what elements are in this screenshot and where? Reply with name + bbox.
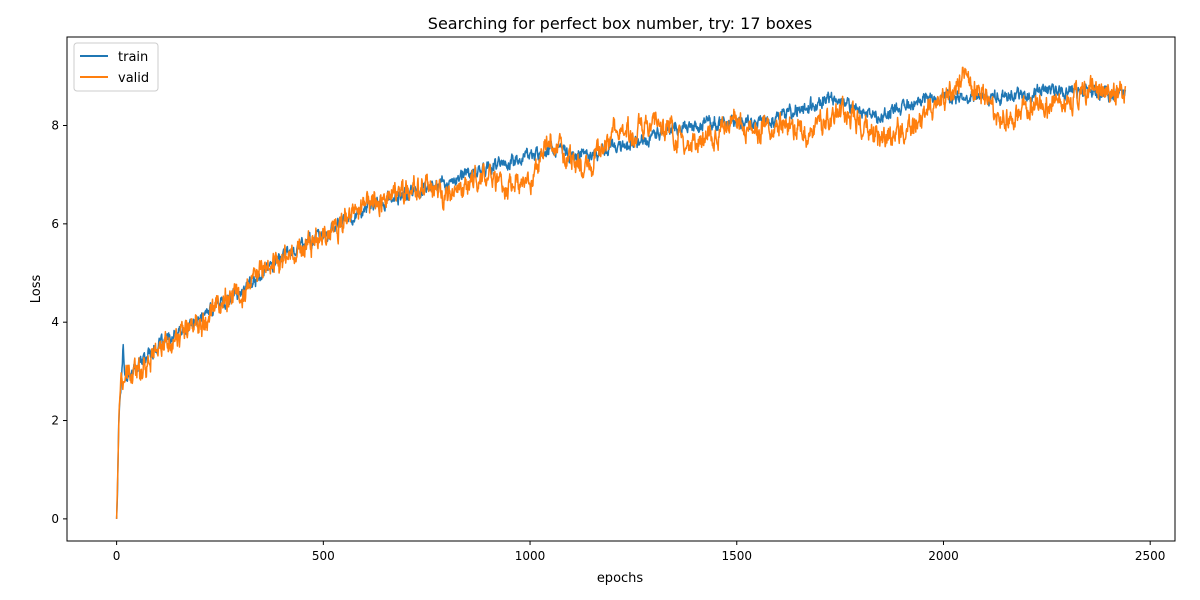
x-axis-ticks: 0 500 1000 1500 2000 2500	[113, 541, 1166, 563]
series-line-valid	[115, 66, 1127, 519]
x-tick-label: 2500	[1135, 549, 1166, 563]
y-tick-label: 2	[51, 414, 59, 428]
x-tick-label: 1000	[515, 549, 546, 563]
y-tick-label: 4	[51, 315, 59, 329]
x-tick-label: 1500	[721, 549, 752, 563]
legend-label-train: train	[118, 50, 148, 65]
y-tick-label: 8	[51, 119, 59, 133]
chart-title: Searching for perfect box number, try: 1…	[428, 14, 812, 33]
y-axis-ticks: 0 2 4 6 8	[51, 119, 67, 526]
y-tick-label: 0	[51, 512, 59, 526]
x-tick-label: 2000	[928, 549, 959, 563]
x-axis-label: epochs	[597, 571, 644, 586]
series-layer	[115, 66, 1127, 519]
x-tick-label: 0	[113, 549, 121, 563]
series-line-train	[115, 81, 1127, 519]
y-tick-label: 6	[51, 217, 59, 231]
plot-area	[66, 36, 1176, 542]
legend: train valid	[73, 42, 159, 92]
x-tick-label: 500	[312, 549, 335, 563]
y-axis-label: Loss	[29, 275, 44, 304]
legend-label-valid: valid	[118, 71, 149, 86]
axes-frame	[66, 36, 1176, 542]
